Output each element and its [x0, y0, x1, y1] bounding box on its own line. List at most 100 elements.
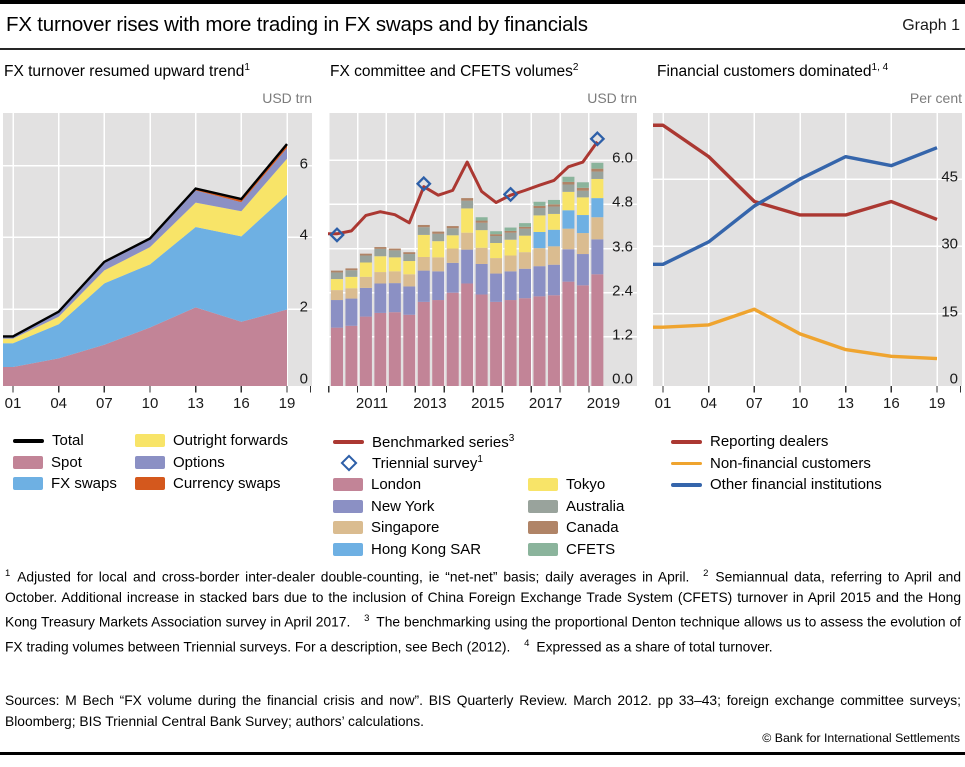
legend-color-swatch — [528, 499, 558, 513]
copyright: © Bank for International Settlements — [762, 731, 960, 745]
bar-segment-london — [417, 301, 430, 386]
footnote-marker: 3 — [364, 613, 370, 625]
panel-title-right: Financial customers dominated1, 4 — [657, 62, 889, 81]
chart-canvas — [653, 113, 962, 393]
x-tick-label: 10 — [791, 395, 809, 412]
bar-segment-new-york — [403, 286, 416, 315]
stacked-area-chart-fx-turnover: 0 2 4 6 01 04 07 10 13 16 19 — [3, 113, 312, 412]
bar-segment-tokyo — [432, 241, 445, 258]
bar-segment-london — [345, 325, 358, 386]
bar-segment-tokyo — [576, 197, 589, 216]
legend-outright-forwards: Outright forwards — [135, 430, 288, 452]
bar-segment-new-york — [533, 266, 546, 297]
bar-segment-tokyo — [461, 208, 474, 233]
footnote-marker: 1 — [5, 568, 11, 579]
x-tick-label: 07 — [745, 395, 763, 412]
bar-segment-cfets — [591, 162, 604, 169]
legend-label: Benchmarked series3 — [372, 432, 515, 451]
bar-segment-new-york — [519, 268, 532, 299]
legend-hong-kong-sar: Hong Kong SAR — [333, 539, 514, 561]
legend-label: Currency swaps — [173, 475, 281, 493]
x-tick-label: 2011 — [355, 395, 389, 412]
legend-label: London — [371, 476, 422, 494]
x-tick-label: 01 — [654, 395, 672, 412]
bar-segment-cfets — [562, 176, 575, 182]
area-fx-swaps — [3, 194, 288, 367]
bar-segment-canada — [547, 204, 560, 207]
legend-reporting-dealers: Reporting dealers — [671, 431, 882, 453]
bar-segment-new-york — [562, 249, 575, 282]
bar-segment-singapore — [591, 217, 604, 240]
graph-number-label: Graph 1 — [902, 17, 960, 34]
bar-segment-australia — [562, 184, 575, 192]
legend-color-swatch — [528, 542, 558, 556]
bar-segment-canada — [345, 268, 358, 271]
bar-segment-tokyo — [374, 256, 387, 273]
bar-segment-hong-kong-sar — [533, 231, 546, 249]
legend-label-sup: 1 — [477, 454, 483, 466]
legend-canada: Canada — [528, 517, 624, 539]
bar-segment-australia — [547, 206, 560, 214]
bar-segment-canada — [576, 187, 589, 191]
y-tick-label: 6.0 — [612, 149, 633, 167]
bar-segment-singapore — [547, 246, 560, 265]
bar-segment-london — [533, 296, 546, 386]
y-tick-label: 15 — [941, 303, 958, 321]
sources: Sources: M Bech “FX volume during the fi… — [5, 693, 961, 729]
bar-segment-tokyo — [504, 239, 517, 256]
bar-segment-hong-kong-sar — [576, 215, 589, 234]
legend-london: London — [333, 474, 514, 496]
legend-diamond-swatch — [333, 454, 364, 472]
legend-currency-swaps: Currency swaps — [135, 473, 288, 495]
bar-segment-singapore — [345, 288, 358, 299]
y-tick-label: 30 — [941, 235, 958, 253]
header-rule — [0, 48, 965, 50]
bar-segment-london — [432, 300, 445, 386]
legend-color-swatch — [528, 478, 558, 492]
y-tick-label: 3.6 — [612, 238, 633, 256]
bar-segment-tokyo — [591, 178, 604, 199]
panel-title-middle-sup: 2 — [572, 62, 579, 73]
bar-segment-australia — [359, 255, 372, 263]
stacked-bar-chart-fx-committee: 0.0 1.2 2.4 3.6 4.8 6.0 2011 2013 2015 2017 2019 — [327, 113, 637, 412]
bar-segment-tokyo — [533, 215, 546, 232]
footnote-marker: 2 — [703, 568, 709, 579]
y-tick-label: 0 — [949, 370, 958, 388]
bottom-rule — [0, 752, 965, 755]
legend-color-swatch — [135, 455, 165, 469]
x-tick-label: 2013 — [413, 395, 447, 412]
legend-column: Total Spot FX swaps — [13, 430, 117, 495]
triennial-survey-diamond — [415, 175, 432, 192]
bar-segment-australia — [591, 171, 604, 179]
bar-segment-tokyo — [417, 234, 430, 257]
legend-color-swatch — [528, 521, 558, 535]
x-tick-label: 07 — [95, 395, 113, 412]
legend-label: Tokyo — [566, 476, 606, 494]
chart-canvas — [3, 113, 312, 393]
legend-line-swatch — [671, 461, 702, 465]
legend-column: Benchmarked series3 Triennial survey1 Lond… — [333, 431, 514, 560]
bar-segment-australia — [490, 236, 503, 243]
x-tick-label: 13 — [837, 395, 854, 412]
bar-segment-new-york — [388, 283, 401, 313]
bar-segment-singapore — [461, 232, 474, 250]
x-tick-label: 2015 — [471, 395, 505, 412]
bar-segment-canada — [403, 252, 416, 255]
legend-label: Canada — [566, 519, 619, 537]
legend-label-sup: 3 — [508, 432, 515, 444]
y-tick-label: 4.8 — [612, 193, 633, 211]
bar-segment-london — [359, 316, 372, 386]
legend-color-swatch — [333, 499, 363, 513]
bar-segment-singapore — [388, 271, 401, 284]
bar-segment-new-york — [374, 283, 387, 313]
legend-color-swatch — [333, 521, 363, 535]
bar-segment-canada — [388, 248, 401, 251]
legend-benchmarked-series: Benchmarked series3 — [333, 431, 514, 453]
line-other-financial-institutions — [653, 146, 938, 267]
bar-segment-london — [374, 312, 387, 386]
bar-segment-singapore — [432, 257, 445, 272]
legend-label: Non-financial customers — [710, 454, 871, 472]
bar-segment-new-york — [446, 262, 459, 293]
bar-segment-australia — [432, 233, 445, 242]
area-options — [3, 148, 288, 339]
